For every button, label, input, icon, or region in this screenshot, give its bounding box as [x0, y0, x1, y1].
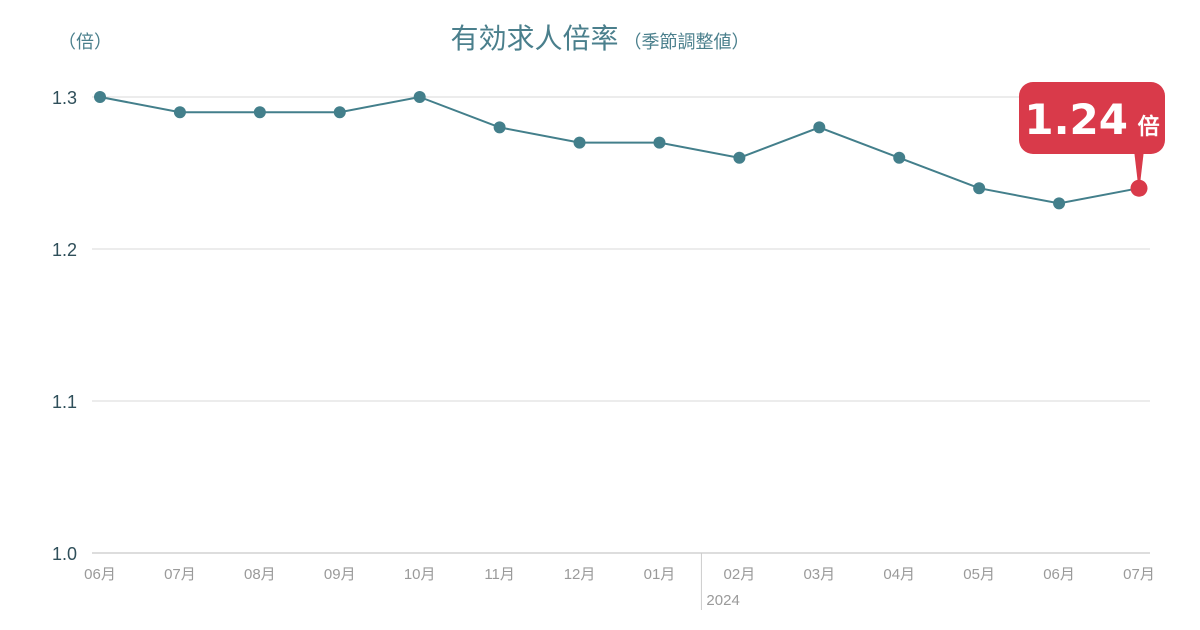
x-tick-label: 11月	[484, 566, 515, 583]
x-tick-label: 12月	[564, 566, 596, 583]
callout-unit: 倍	[1138, 114, 1160, 140]
chart-subtitle: （季節調整値）	[624, 32, 750, 53]
data-point	[653, 136, 666, 149]
data-point	[253, 106, 266, 119]
data-point	[573, 136, 586, 149]
x-tick-label: 07月	[1123, 566, 1155, 583]
data-point	[893, 151, 906, 164]
data-point	[413, 91, 426, 103]
x-tick-label: 03月	[803, 566, 835, 583]
x-tick-label: 08月	[244, 566, 276, 583]
data-point	[813, 121, 826, 134]
x-tick-label: 05月	[963, 566, 995, 583]
x-tick-label: 04月	[883, 566, 915, 583]
chart-title-main: 有効求人倍率	[450, 22, 618, 55]
y-tick-label: 1.3	[52, 88, 77, 108]
data-point	[94, 91, 106, 103]
data-point	[733, 151, 746, 164]
callout-text: 1.24 倍	[1024, 95, 1159, 144]
y-tick-label: 1.0	[52, 544, 77, 564]
y-axis-unit-label: （倍）	[58, 32, 112, 53]
latest-value-callout: 1.24 倍	[1019, 82, 1165, 185]
year-label: 2024	[706, 592, 739, 609]
data-point	[333, 106, 346, 119]
y-tick-label: 1.1	[52, 392, 77, 412]
x-tick-label: 07月	[164, 566, 196, 583]
x-tick-label: 02月	[724, 566, 756, 583]
callout-value: 1.24	[1024, 95, 1128, 144]
data-point	[973, 182, 986, 195]
callout-pointer	[1134, 150, 1144, 185]
x-tick-label: 09月	[324, 566, 356, 583]
x-tick-label: 06月	[1043, 566, 1075, 583]
chart-title: 有効求人倍率 （季節調整値）	[450, 22, 749, 55]
callout-box	[1019, 82, 1165, 154]
y-tick-label: 1.2	[52, 240, 77, 260]
data-point	[173, 106, 186, 119]
data-point	[1053, 197, 1066, 210]
x-tick-label: 10月	[404, 566, 436, 583]
data-point	[493, 121, 506, 134]
series-line	[99, 95, 1140, 205]
x-tick-label: 01月	[644, 566, 676, 583]
data-point-latest	[1130, 179, 1148, 197]
x-tick-label: 06月	[84, 566, 116, 583]
